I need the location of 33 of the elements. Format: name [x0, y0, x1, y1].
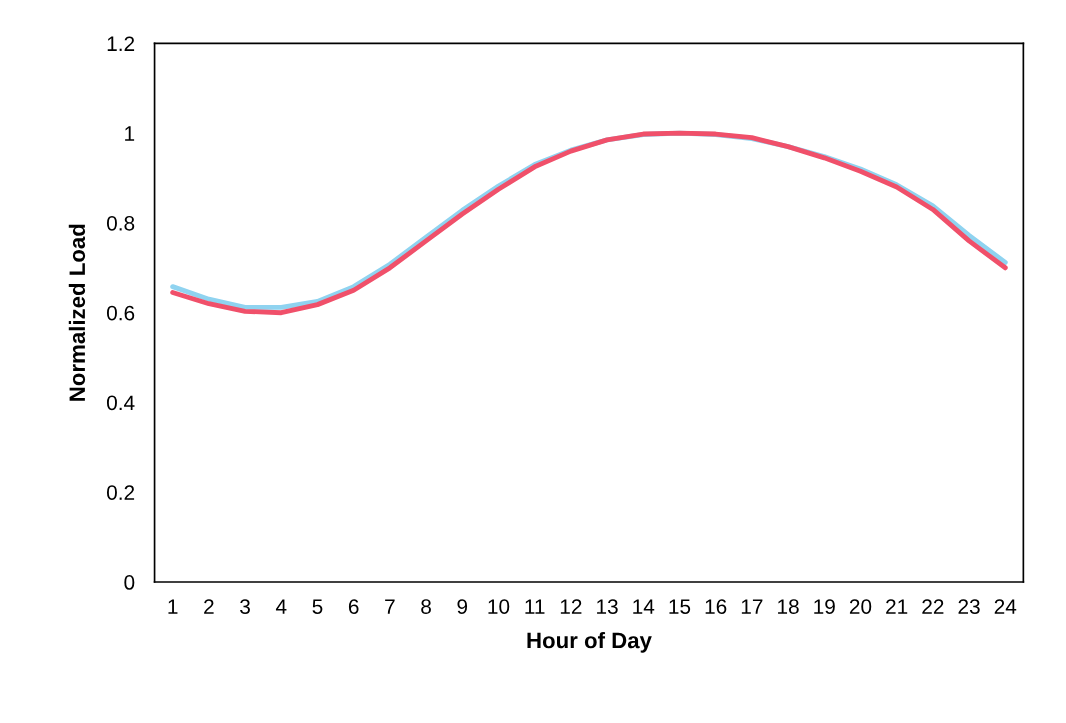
y-tick-label: 1.2 [107, 36, 135, 51]
y-tick-label: 0.4 [106, 395, 135, 411]
x-tick-label: 24 [994, 599, 1017, 614]
x-tick-label: 21 [886, 599, 908, 614]
x-tick-label: 7 [385, 599, 395, 614]
x-tick-label: 20 [849, 599, 872, 614]
y-tick-label: 0.6 [106, 305, 135, 321]
x-tick-label: 16 [705, 599, 727, 614]
x-tick-label: 10 [488, 599, 510, 614]
x-axis-title: Hour of Day [527, 631, 652, 653]
x-tick-label: 6 [348, 599, 359, 614]
x-tick-label: 1 [168, 599, 178, 614]
y-tick-label: 0.8 [106, 215, 135, 231]
y-axis-title: Normalized Load [68, 224, 86, 401]
x-tick-label: 15 [669, 599, 691, 614]
y-tick-label: 1 [125, 126, 135, 141]
x-tick-label: 5 [312, 599, 323, 614]
x-tick-label: 14 [633, 599, 655, 614]
x-tick-label: 22 [922, 599, 944, 614]
x-tick-label: 3 [240, 599, 250, 614]
x-tick-label: 11 [525, 599, 545, 614]
x-tick-label: 18 [778, 599, 799, 614]
x-tick-label: 9 [457, 599, 468, 614]
x-tick-label: 23 [958, 599, 980, 614]
x-tick-label: 8 [421, 599, 431, 614]
x-tick-label: 17 [741, 599, 763, 614]
x-tick-label: 4 [275, 599, 287, 614]
x-tick-label: 12 [560, 599, 582, 614]
x-tick-label: 2 [204, 599, 214, 614]
x-tick-label: 13 [597, 599, 618, 614]
x-tick-label: 19 [814, 599, 835, 614]
y-tick-label: 0.2 [106, 485, 135, 500]
y-tick-label: 0 [124, 575, 135, 590]
